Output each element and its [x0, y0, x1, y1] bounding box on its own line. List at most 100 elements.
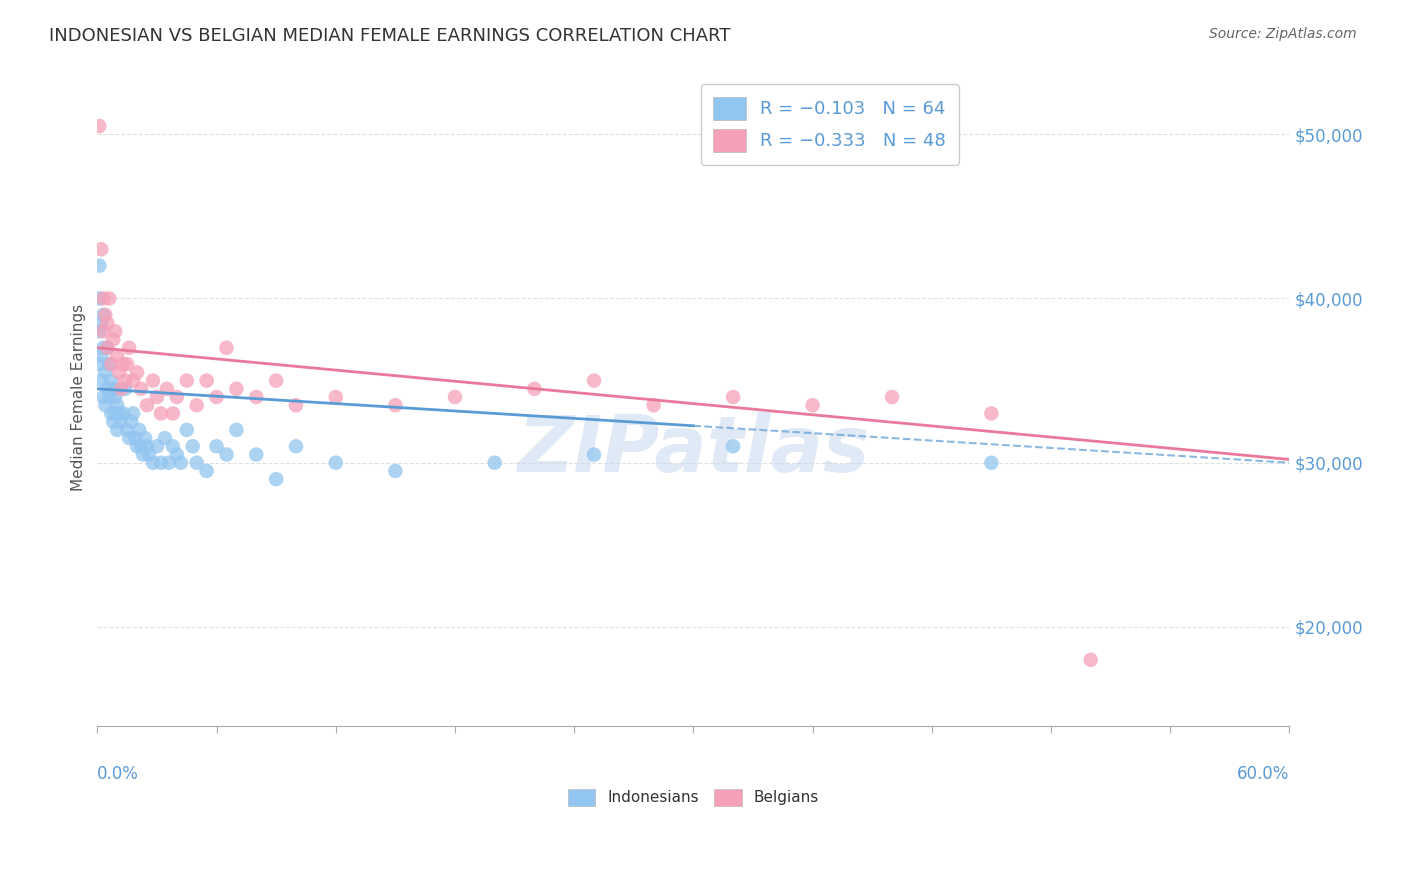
Point	[122, 374, 145, 388]
Point	[176, 374, 198, 388]
Point	[115, 423, 138, 437]
Point	[114, 374, 136, 388]
Point	[96, 382, 118, 396]
Point	[96, 316, 118, 330]
Point	[162, 407, 184, 421]
Text: 60.0%: 60.0%	[1237, 765, 1289, 783]
Point	[523, 382, 546, 396]
Point	[114, 382, 136, 396]
Point	[89, 119, 111, 133]
Point	[225, 423, 247, 437]
Point	[90, 349, 112, 363]
Point	[264, 472, 287, 486]
Point	[90, 242, 112, 256]
Text: ZIPatlas: ZIPatlas	[517, 411, 869, 488]
Point	[115, 357, 138, 371]
Point	[146, 390, 169, 404]
Point	[162, 439, 184, 453]
Point	[108, 365, 131, 379]
Point	[136, 439, 159, 453]
Point	[98, 390, 121, 404]
Point	[186, 456, 208, 470]
Point	[128, 423, 150, 437]
Point	[721, 390, 744, 404]
Point	[103, 333, 125, 347]
Point	[195, 374, 218, 388]
Point	[91, 308, 114, 322]
Point	[110, 382, 132, 396]
Point	[96, 341, 118, 355]
Point	[980, 407, 1002, 421]
Point	[127, 365, 149, 379]
Text: 0.0%: 0.0%	[97, 765, 139, 783]
Point	[245, 390, 267, 404]
Point	[142, 456, 165, 470]
Point	[384, 464, 406, 478]
Point	[225, 382, 247, 396]
Point	[96, 341, 118, 355]
Point	[157, 456, 180, 470]
Point	[108, 407, 131, 421]
Point	[643, 398, 665, 412]
Point	[195, 464, 218, 478]
Point	[89, 259, 111, 273]
Point	[112, 407, 135, 421]
Point	[205, 390, 228, 404]
Point	[325, 390, 347, 404]
Point	[89, 292, 111, 306]
Point	[94, 398, 117, 412]
Point	[136, 398, 159, 412]
Point	[264, 374, 287, 388]
Point	[134, 431, 156, 445]
Point	[176, 423, 198, 437]
Point	[105, 423, 128, 437]
Point	[980, 456, 1002, 470]
Legend: Indonesians, Belgians: Indonesians, Belgians	[561, 782, 825, 813]
Point	[170, 456, 193, 470]
Point	[112, 357, 135, 371]
Point	[444, 390, 467, 404]
Point	[118, 431, 141, 445]
Point	[105, 349, 128, 363]
Point	[285, 439, 308, 453]
Point	[484, 456, 506, 470]
Text: INDONESIAN VS BELGIAN MEDIAN FEMALE EARNINGS CORRELATION CHART: INDONESIAN VS BELGIAN MEDIAN FEMALE EARN…	[49, 27, 731, 45]
Point	[285, 398, 308, 412]
Point	[132, 448, 155, 462]
Point	[153, 431, 176, 445]
Point	[100, 407, 122, 421]
Point	[90, 316, 112, 330]
Point	[583, 448, 606, 462]
Y-axis label: Median Female Earnings: Median Female Earnings	[72, 303, 86, 491]
Point	[89, 324, 111, 338]
Point	[181, 439, 204, 453]
Point	[801, 398, 824, 412]
Point	[89, 357, 111, 371]
Point	[166, 390, 188, 404]
Point	[104, 324, 127, 338]
Point	[105, 398, 128, 412]
Point	[583, 374, 606, 388]
Point	[104, 390, 127, 404]
Point	[142, 374, 165, 388]
Point	[149, 456, 172, 470]
Point	[138, 448, 160, 462]
Point	[98, 357, 121, 371]
Point	[91, 390, 114, 404]
Point	[156, 382, 179, 396]
Point	[91, 292, 114, 306]
Point	[94, 365, 117, 379]
Point	[91, 341, 114, 355]
Point	[122, 407, 145, 421]
Point	[98, 292, 121, 306]
Point	[166, 448, 188, 462]
Point	[118, 341, 141, 355]
Point	[146, 439, 169, 453]
Point	[100, 357, 122, 371]
Point	[129, 382, 152, 396]
Point	[721, 439, 744, 453]
Point	[1080, 653, 1102, 667]
Point	[245, 448, 267, 462]
Point	[124, 431, 146, 445]
Point	[91, 324, 114, 338]
